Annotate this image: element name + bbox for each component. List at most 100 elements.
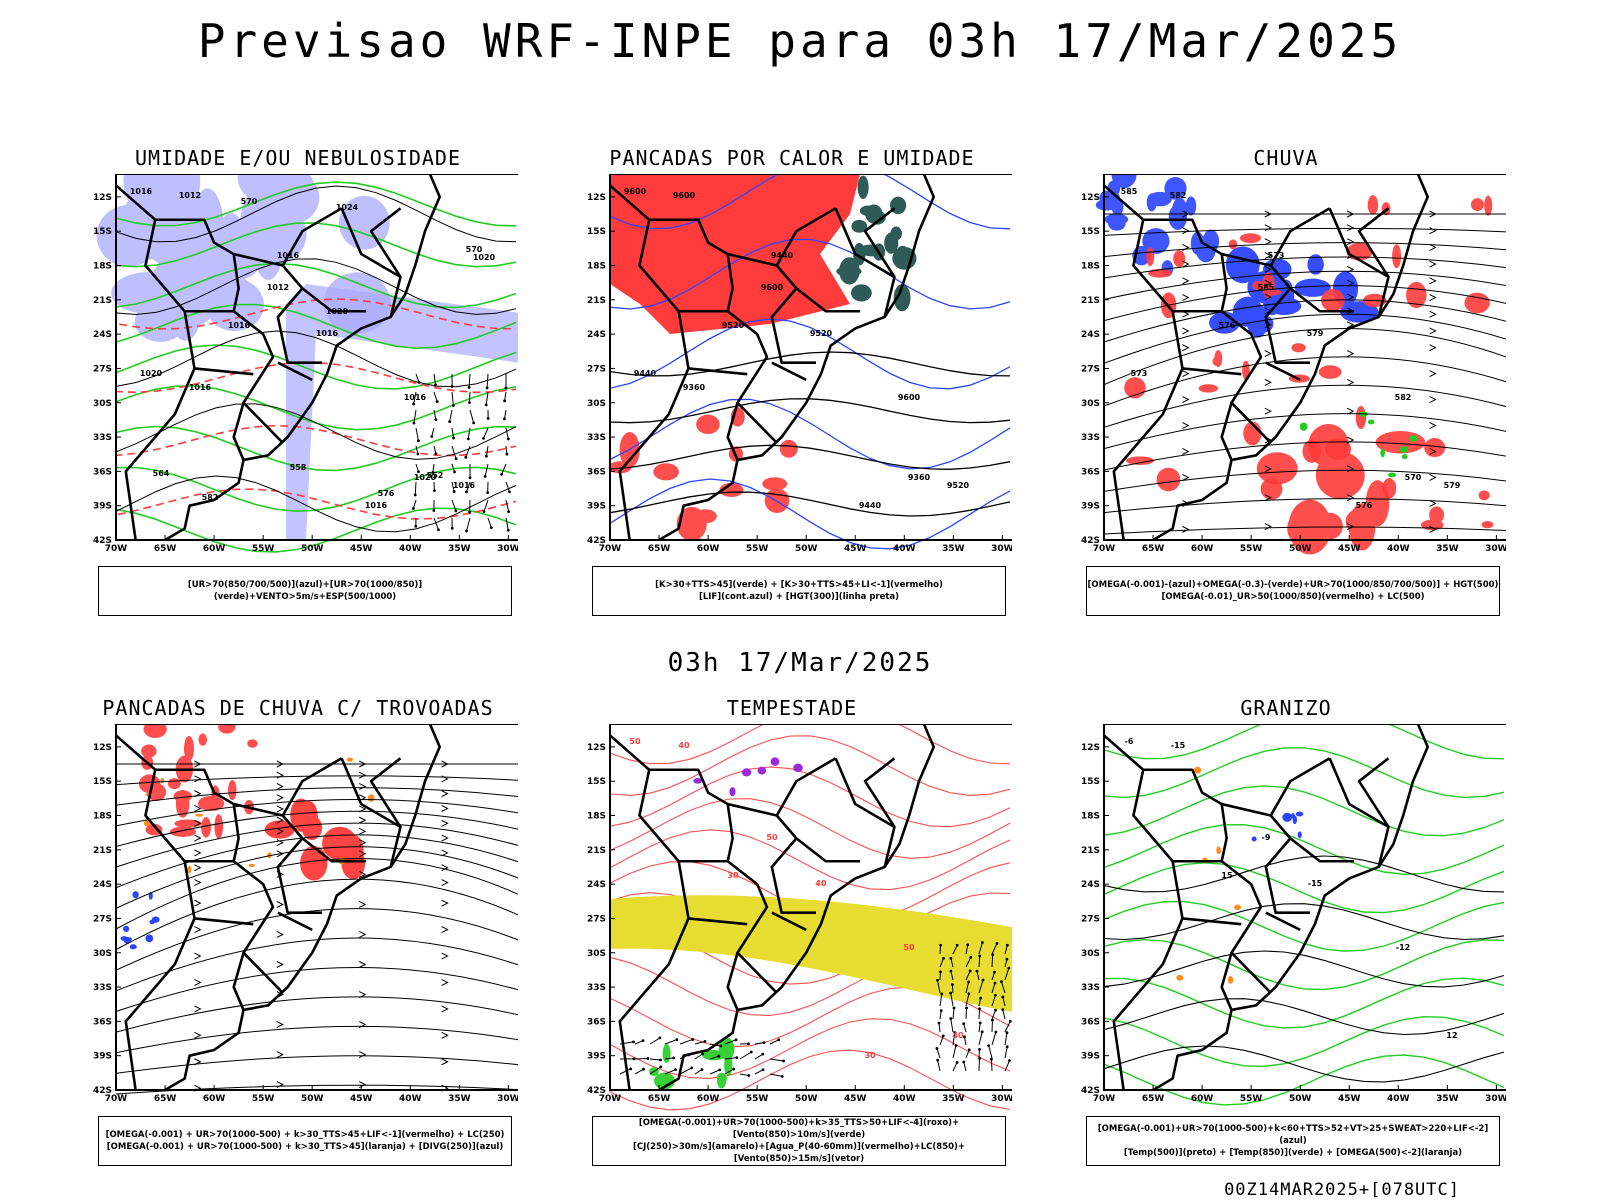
field-blob (1225, 246, 1260, 284)
lat-label: 21S (587, 296, 606, 306)
field-blob (149, 919, 155, 925)
vector-head (940, 992, 944, 996)
field-blob (696, 414, 720, 435)
stream-arrow (276, 760, 284, 768)
vector-head (761, 1052, 765, 1056)
vector-head (411, 507, 415, 510)
field-blob (1198, 384, 1219, 393)
map-tempestade[interactable]: 50 50 50 40 40 40 30 30 12S 15S 18S 21S 24S 27S 30S 33S… (572, 724, 1012, 1112)
stream-arrow (441, 790, 449, 798)
wind-vector (619, 1068, 631, 1075)
wind-vector (965, 1049, 970, 1059)
lat-label: 24S (1081, 880, 1100, 890)
field-blob (1126, 456, 1154, 465)
contour-line (609, 798, 1011, 859)
contour-label: 576 (378, 489, 395, 498)
vector-head (978, 954, 982, 958)
lat-label: 27S (587, 914, 606, 924)
panel-title: CHUVA (1253, 146, 1319, 170)
vector-head (465, 529, 468, 533)
page-title: Previsao WRF-INPE para 03h 17/Mar/2025 (197, 14, 1403, 68)
stream-arrow (1346, 407, 1355, 415)
lon-label: 40W (893, 544, 916, 554)
vector-head (955, 1061, 959, 1064)
stream-arrow (441, 775, 449, 783)
legend-line: [K>30+TTS>45](verde) + [K>30+TTS>45+LI<-… (655, 580, 943, 590)
panel-legend: [OMEGA(-0.001) + UR>70(1000-500) + k>30_… (98, 1116, 512, 1166)
contour-label: 12 (1446, 1031, 1457, 1040)
coastline (658, 174, 936, 542)
wind-vector (939, 1035, 944, 1046)
wind-vector (978, 1008, 981, 1020)
stream-arrow (1346, 436, 1355, 444)
vector-head (659, 1058, 662, 1062)
field-blob (1202, 229, 1220, 253)
streamline (1103, 328, 1506, 386)
field-blob (716, 1072, 727, 1085)
lat-label: 18S (93, 262, 112, 272)
field-blob (218, 724, 236, 734)
streamline (115, 937, 518, 992)
vector-head (701, 1052, 704, 1056)
stream-arrow (1182, 370, 1190, 378)
wind-vector (724, 1057, 737, 1060)
streamline (115, 822, 518, 868)
coastline-borders (1103, 174, 1430, 542)
stream-arrow (358, 827, 367, 835)
lat-label: 27S (93, 364, 112, 374)
legend-line: [OMEGA(-0.001) + UR>70(1000-500) + k>30_… (106, 1142, 504, 1152)
stream-arrow (194, 899, 202, 907)
vector-head (483, 474, 487, 478)
stream-arrow (276, 783, 284, 790)
stream-arrow (1429, 499, 1437, 507)
lon-label: 35W (942, 1094, 965, 1104)
field-blob (1111, 198, 1124, 216)
lat-label: 15S (93, 777, 112, 787)
field-blob (1297, 831, 1302, 839)
map-umidade[interactable]: 1016 1012 1016 1012 1016 1016 1016 1016 1020 1016… (78, 174, 518, 562)
map-granizo[interactable]: -6 -9 -12 -15 -15 12 15 12S 15S 18S 21S 24S 27S 30S 33… (1066, 724, 1506, 1112)
vector-head (431, 471, 435, 474)
lat-label: 18S (1081, 262, 1100, 272)
field-blob (1168, 204, 1187, 230)
stream-arrow (194, 1005, 202, 1013)
wind-vector (709, 1055, 719, 1060)
stream-arrow (276, 901, 284, 908)
wind-vector (939, 945, 942, 955)
field-blob (1380, 448, 1385, 458)
map-chuva[interactable]: 58558558258257957957657657357357012S15S1… (1066, 174, 1506, 562)
wind-vector (978, 955, 981, 968)
field-blob (1408, 435, 1418, 442)
stream-arrow (441, 1005, 449, 1013)
field-blob (869, 210, 886, 225)
wind-vector (451, 499, 457, 512)
map-pancadas-calor[interactable]: 9600960096009600952095209520944094409440… (572, 174, 1012, 562)
border (233, 757, 402, 932)
field-blob (160, 777, 165, 784)
lon-label: 60W (203, 1094, 226, 1104)
wind-vector (965, 1007, 968, 1020)
wind-vector (991, 943, 998, 955)
border (232, 402, 245, 461)
border (609, 184, 778, 444)
field-blob (1234, 904, 1242, 910)
border (115, 184, 284, 444)
field-blob (741, 768, 752, 777)
omega-green-field (1299, 411, 1418, 478)
lon-label: 50W (795, 544, 818, 554)
wind-vector (649, 1066, 662, 1075)
vector-head (717, 1054, 721, 1058)
plot-frame (115, 174, 518, 541)
wind-vector (504, 391, 507, 401)
vector-head (965, 1006, 968, 1010)
vector-head (762, 1041, 766, 1045)
wind-vector (978, 1022, 981, 1033)
contour-label: 1016 (228, 321, 251, 330)
vector-head (978, 1007, 981, 1011)
stream-arrow (1264, 238, 1272, 246)
coastline (1152, 174, 1430, 542)
wind-vector (724, 1068, 735, 1075)
legend-line: [UR>70(850/700/500)](azul)+[UR>70(1000/8… (187, 580, 423, 602)
